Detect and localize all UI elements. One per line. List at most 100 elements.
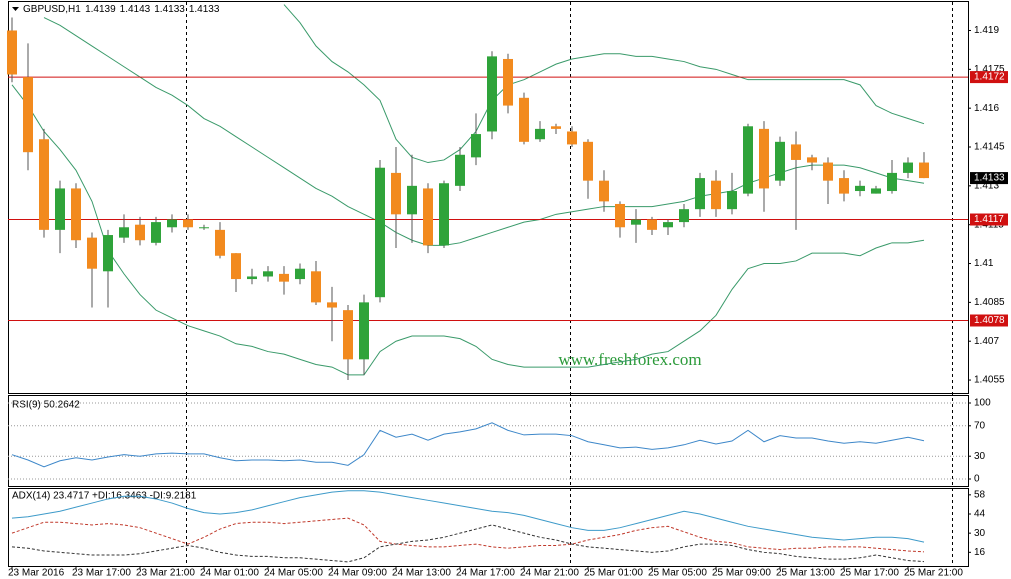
line-series bbox=[11, 524, 925, 563]
candle-body bbox=[135, 224, 145, 241]
candle-body bbox=[167, 219, 177, 228]
y-tick-label: 16 bbox=[974, 547, 986, 558]
line-series bbox=[11, 490, 925, 543]
low-value: 1.4133 bbox=[154, 4, 185, 15]
y-tick-label: 30 bbox=[974, 451, 986, 462]
y-tick-label: 100 bbox=[974, 398, 991, 409]
x-tick-label: 25 Mar 01:00 bbox=[584, 568, 643, 579]
x-tick-label: 23 Mar 2016 bbox=[8, 568, 65, 579]
level-label-box bbox=[970, 71, 1008, 84]
candle-body bbox=[423, 188, 433, 246]
candle-body bbox=[103, 235, 113, 272]
close-value: 1.4133 bbox=[189, 4, 220, 15]
candle-body bbox=[759, 128, 769, 189]
x-tick-label: 25 Mar 05:00 bbox=[648, 568, 707, 579]
candle-body bbox=[487, 56, 497, 132]
main-frame bbox=[8, 1, 969, 394]
candle-body bbox=[567, 131, 577, 145]
high-value: 1.4143 bbox=[120, 4, 151, 15]
candle-body bbox=[183, 219, 193, 228]
candle-body bbox=[647, 219, 657, 230]
x-tick-label: 24 Mar 05:00 bbox=[264, 568, 323, 579]
level-label: 1.4172 bbox=[974, 72, 1005, 83]
candle-body bbox=[807, 157, 817, 163]
candle-body bbox=[903, 162, 913, 173]
y-tick-label: 1.419 bbox=[974, 25, 999, 36]
level-label: 1.4078 bbox=[974, 315, 1005, 326]
y-tick-label: 1.4085 bbox=[974, 297, 1005, 308]
candle-body bbox=[215, 229, 225, 256]
candle-body bbox=[343, 310, 353, 360]
candle-body bbox=[727, 191, 737, 210]
candle-body bbox=[871, 188, 881, 194]
candle-body bbox=[439, 183, 449, 246]
y-tick-label: 1.41 bbox=[974, 258, 994, 269]
x-tick-label: 25 Mar 09:00 bbox=[712, 568, 771, 579]
candle-body bbox=[663, 222, 673, 228]
candle-body bbox=[887, 172, 897, 192]
candle-body bbox=[23, 77, 33, 153]
candle-body bbox=[359, 302, 369, 360]
symbol: GBPUSD,H1 bbox=[23, 4, 81, 15]
candle-body bbox=[823, 162, 833, 181]
y-tick-label: 30 bbox=[974, 528, 986, 539]
candle-body bbox=[71, 188, 81, 241]
y-tick-label: 1.413 bbox=[974, 180, 999, 191]
last-price-label: 1.4133 bbox=[974, 173, 1005, 184]
x-tick-label: 25 Mar 21:00 bbox=[904, 568, 963, 579]
candle-body bbox=[231, 253, 241, 280]
candle-body bbox=[55, 188, 65, 230]
candle-body bbox=[391, 172, 401, 215]
candle-body bbox=[151, 222, 161, 243]
candle-body bbox=[7, 30, 17, 75]
y-tick-label: 1.4055 bbox=[974, 375, 1005, 386]
y-tick-label: 1.407 bbox=[974, 336, 999, 347]
candle-body bbox=[519, 97, 529, 142]
candle-body bbox=[791, 144, 801, 160]
candle-body bbox=[39, 139, 49, 230]
menu-arrow[interactable] bbox=[12, 7, 19, 11]
adx-title: ADX(14) 23.4717 +DI:16.3463 -DI:9.2181 bbox=[12, 491, 197, 502]
candle-body bbox=[471, 134, 481, 158]
candle-body bbox=[631, 219, 641, 225]
candle-body bbox=[263, 271, 273, 277]
candle-body bbox=[199, 227, 209, 229]
candle-body bbox=[919, 162, 929, 179]
line-series bbox=[11, 84, 925, 376]
candle-body bbox=[583, 141, 593, 181]
x-tick-label: 24 Mar 21:00 bbox=[520, 568, 579, 579]
candle-body bbox=[295, 268, 305, 280]
y-tick-label: 1.4175 bbox=[974, 64, 1005, 75]
candle-body bbox=[247, 276, 257, 280]
x-tick-label: 24 Mar 13:00 bbox=[392, 568, 451, 579]
level-label-box bbox=[970, 314, 1008, 327]
x-tick-label: 24 Mar 09:00 bbox=[328, 568, 387, 579]
candle-body bbox=[407, 185, 417, 215]
level-label: 1.4117 bbox=[974, 214, 1004, 225]
y-tick-label: 1.416 bbox=[974, 103, 999, 114]
candle-body bbox=[711, 180, 721, 210]
candle-body bbox=[551, 126, 561, 129]
candle-body bbox=[599, 180, 609, 202]
x-tick-label: 25 Mar 17:00 bbox=[840, 568, 899, 579]
level-label-box bbox=[970, 213, 1008, 226]
candle-body bbox=[455, 154, 465, 186]
symbol-header: GBPUSD,H1 1.4139 1.4143 1.4133 1.4133 bbox=[23, 4, 220, 15]
candle-body bbox=[311, 271, 321, 303]
candle-body bbox=[615, 203, 625, 228]
line-series bbox=[11, 517, 925, 553]
x-tick-label: 23 Mar 21:00 bbox=[136, 568, 195, 579]
y-tick-label: 58 bbox=[974, 489, 986, 500]
x-tick-label: 25 Mar 13:00 bbox=[776, 568, 835, 579]
candle-body bbox=[535, 128, 545, 140]
candle-body bbox=[695, 178, 705, 210]
x-tick-label: 24 Mar 01:00 bbox=[200, 568, 259, 579]
candle-body bbox=[119, 227, 129, 238]
candle-body bbox=[775, 141, 785, 181]
rsi-title: RSI(9) 50.2642 bbox=[12, 400, 80, 411]
candle-body bbox=[743, 126, 753, 194]
y-tick-label: 44 bbox=[974, 509, 986, 520]
candle-body bbox=[855, 185, 865, 192]
rsi-frame bbox=[8, 395, 969, 487]
